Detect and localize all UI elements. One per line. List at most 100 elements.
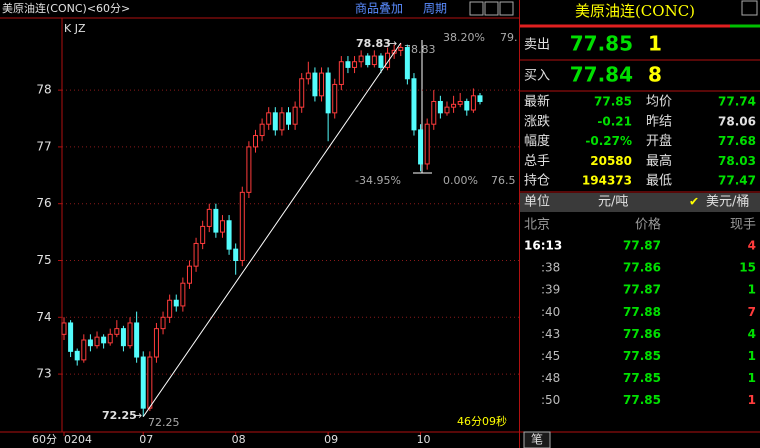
stat-label: 最低	[646, 174, 672, 189]
stat-label: 昨结	[646, 114, 672, 129]
tick-price: 77.87	[623, 283, 661, 297]
candle-body	[345, 61, 351, 68]
timer: 46分09秒	[457, 414, 507, 428]
nav-icons[interactable]	[469, 1, 514, 16]
candle-body	[180, 282, 186, 307]
stat-label: 持仓	[524, 174, 550, 189]
stat-value: -0.21	[597, 114, 632, 128]
tick-price: 77.87	[623, 239, 661, 253]
unit-check: ✔	[689, 195, 699, 209]
candle-body	[206, 208, 212, 227]
candle-body	[352, 61, 358, 68]
panel: 卖出 77.85 1 买入 77.84 8 最新 77.85 均价 77.74 涨跌 -0.21 昨结 7…	[524, 32, 756, 408]
candle-body	[418, 129, 424, 165]
x-tick-label: 09	[324, 433, 338, 446]
candle-body	[186, 265, 192, 284]
unit-usd[interactable]: 美元/桶	[706, 195, 749, 210]
candle-body	[444, 106, 450, 114]
candle-body	[94, 336, 100, 347]
unit-cny[interactable]: 元/吨	[598, 195, 628, 210]
stat-value: 78.03	[718, 154, 756, 168]
stat-value: 77.47	[718, 174, 756, 188]
high-fib-label: 78.83	[404, 43, 436, 56]
candle-body	[120, 328, 126, 347]
candle-body	[451, 103, 457, 108]
icon[interactable]	[741, 0, 758, 16]
candle-body	[398, 47, 404, 51]
tick-volume: 1	[748, 393, 756, 407]
tick-price: 77.85	[623, 393, 661, 407]
candle-body	[127, 322, 133, 347]
candle-body	[279, 112, 285, 131]
arrow: →	[133, 409, 142, 422]
candle-body	[325, 72, 331, 114]
icon[interactable]	[499, 1, 514, 16]
candle-body	[140, 356, 146, 409]
candle-body	[74, 350, 80, 361]
side-price: 77.84	[570, 63, 633, 87]
stat-label: 均价	[646, 95, 672, 110]
candle-body	[107, 333, 113, 344]
tick-volume: 1	[748, 349, 756, 363]
tick-volume: 1	[748, 371, 756, 385]
side-label: 买入	[524, 69, 550, 84]
candle-body	[371, 55, 377, 66]
indicator: K JZ	[64, 22, 86, 35]
icon[interactable]	[469, 1, 484, 16]
stat-label: 幅度	[524, 133, 550, 149]
candle-body	[272, 112, 278, 131]
stat-value: 77.85	[594, 95, 632, 109]
tab[interactable]	[523, 431, 551, 448]
period-button[interactable]: 周期	[423, 2, 447, 16]
candle-body	[101, 336, 107, 344]
fib-label: 79.	[500, 31, 518, 44]
candle-body	[266, 112, 272, 125]
candle-body	[385, 52, 391, 68]
stat-value: 20580	[590, 154, 632, 168]
x-tick-label: 07	[139, 433, 153, 446]
tick-time: :48	[541, 371, 560, 385]
candle-body	[147, 356, 153, 409]
y-tick-label: 73	[36, 367, 51, 381]
candle-body	[470, 95, 476, 111]
tab-label[interactable]: 笔	[531, 432, 543, 447]
candle-body	[312, 72, 318, 97]
candle-body	[61, 322, 67, 335]
unit-label: 单位	[524, 195, 550, 210]
candle-body	[286, 112, 292, 125]
candle-body	[160, 316, 166, 330]
candle-body	[424, 123, 430, 165]
tick-price: 77.86	[623, 261, 661, 275]
tick-time: :40	[541, 305, 560, 319]
fib-line	[142, 42, 402, 417]
candle-body	[226, 220, 232, 250]
tick-time: :45	[541, 349, 560, 363]
plot: 73 74 75 76 77 78 0204 07 08 09 10	[36, 42, 519, 446]
candle-body	[68, 322, 74, 352]
tick-price: 77.88	[623, 305, 661, 319]
candle-body	[358, 55, 364, 63]
side-volume: 1	[648, 32, 662, 56]
candle-body	[213, 208, 219, 233]
candle-body	[404, 47, 410, 80]
candle-body	[114, 328, 120, 335]
tick-time: :43	[541, 327, 560, 341]
y-tick-label: 78	[36, 83, 51, 97]
candle-body	[81, 339, 87, 361]
overlay-button[interactable]: 商品叠加	[355, 1, 403, 16]
candle-body	[411, 78, 417, 131]
tick-price: 77.85	[623, 371, 661, 385]
tick-price: 77.86	[623, 327, 661, 341]
y-tick-label: 76	[36, 196, 51, 210]
candle-body	[246, 146, 252, 193]
candle-body	[332, 83, 338, 114]
candle-body	[457, 100, 463, 105]
candle-body	[259, 123, 265, 137]
tick-volume: 15	[739, 261, 756, 275]
y-tick-label: 74	[36, 310, 51, 324]
candle-body	[252, 135, 258, 148]
fib-label: -34.95%	[355, 174, 401, 187]
x-axis-label: 60分	[32, 433, 57, 446]
icon[interactable]	[484, 1, 499, 16]
